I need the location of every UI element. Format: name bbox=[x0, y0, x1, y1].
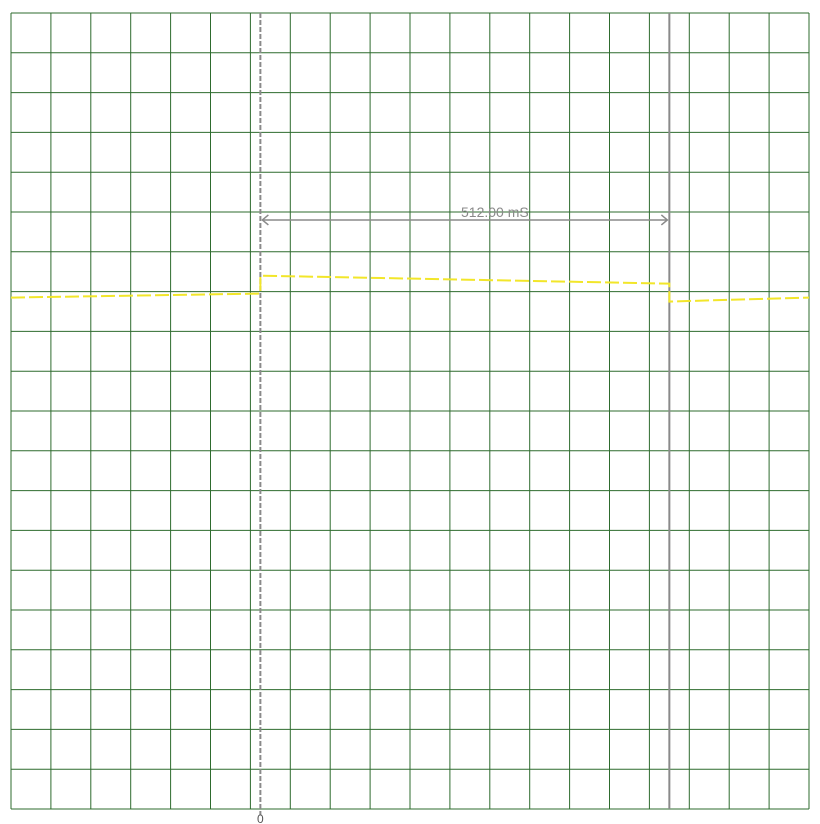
grid bbox=[10, 12, 810, 810]
measurement-arrowhead-right bbox=[660, 214, 669, 226]
x-tick-labels: 0 bbox=[257, 812, 264, 824]
trace-line bbox=[10, 274, 810, 303]
time-cursors[interactable] bbox=[259, 13, 671, 815]
measurement-label: 512.00 mS bbox=[461, 204, 529, 220]
trace bbox=[10, 274, 810, 303]
time-measurement: 512.00 mS bbox=[261, 204, 669, 226]
measurement-arrowhead-left bbox=[261, 214, 269, 226]
x-tick-label: 0 bbox=[257, 812, 264, 824]
